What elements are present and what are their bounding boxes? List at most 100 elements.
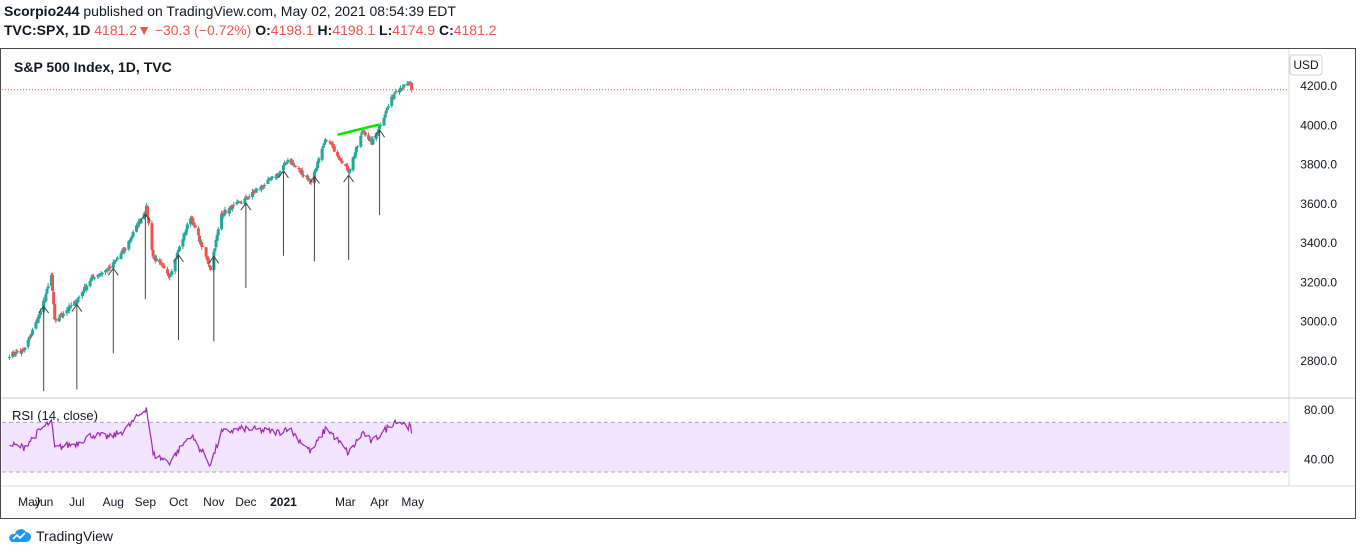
- candle: [38, 308, 42, 316]
- candle-body: [205, 256, 209, 260]
- candle-body: [114, 260, 117, 262]
- candle: [54, 316, 58, 324]
- high-value: 4198.1: [332, 22, 376, 38]
- footer: TradingView: [6, 528, 113, 544]
- arrow-head: [107, 267, 119, 276]
- candle: [146, 205, 150, 218]
- time-tick-label: May: [401, 495, 424, 509]
- candle-body: [329, 142, 333, 145]
- annotation-arrow: [343, 174, 355, 261]
- candle-body: [367, 135, 371, 140]
- candle-body: [222, 213, 226, 216]
- candle-body: [382, 117, 386, 126]
- candle-body: [199, 240, 203, 243]
- price-tick-label: 3000.0: [1300, 315, 1337, 329]
- candle-body: [20, 350, 24, 354]
- candle-body: [385, 108, 389, 110]
- candle: [154, 255, 158, 262]
- candle-body: [216, 229, 220, 236]
- time-tick-label: Dec: [235, 495, 256, 509]
- candle: [247, 193, 251, 199]
- candle-body: [23, 347, 27, 350]
- candle-body: [213, 248, 217, 252]
- candle-body: [285, 162, 289, 165]
- candle: [77, 295, 81, 301]
- candle-body: [116, 258, 120, 260]
- annotation-arrow: [107, 267, 119, 354]
- candle-body: [275, 174, 279, 179]
- price-change: −30.3 (−0.72%): [154, 22, 252, 38]
- candle-body: [7, 357, 11, 359]
- candle-body: [246, 198, 250, 200]
- candle: [90, 273, 94, 281]
- price-axis[interactable]: 4200.0 4000.0 3800.0 3600.0 3400.0 3200.0 3000…: [1290, 79, 1346, 368]
- author-name[interactable]: Scorpio244: [4, 3, 80, 19]
- candle: [45, 288, 49, 295]
- candle-body: [283, 162, 287, 166]
- candle-body: [108, 266, 112, 269]
- candle-body: [235, 202, 239, 205]
- trendline-layer[interactable]: [337, 123, 380, 136]
- candle-body: [193, 224, 197, 228]
- arrow-head: [139, 213, 151, 222]
- annotation-arrows-layer: [38, 129, 386, 392]
- candle-body: [316, 161, 320, 169]
- arrow-head: [240, 202, 252, 211]
- candle: [106, 268, 110, 274]
- candle-body: [254, 190, 258, 193]
- candle-body: [247, 196, 251, 198]
- annotation-arrow: [208, 255, 220, 342]
- candle-body: [354, 146, 358, 153]
- candle-body: [178, 246, 182, 251]
- rsi-axis[interactable]: 80.00 40.00: [1304, 403, 1334, 467]
- candle-body: [320, 148, 324, 160]
- candle-body: [277, 173, 281, 176]
- candle: [359, 134, 363, 149]
- candle: [69, 302, 73, 309]
- candle-body: [383, 114, 387, 119]
- candle: [65, 307, 69, 317]
- candle-body: [227, 208, 231, 214]
- candle-body: [137, 221, 141, 227]
- time-tick-label: Jun: [34, 495, 53, 509]
- candle-body: [400, 88, 404, 90]
- candle-body: [394, 91, 398, 93]
- currency-badge: [1289, 54, 1323, 76]
- annotation-arrow: [139, 213, 151, 300]
- candle: [108, 263, 112, 272]
- candle-body: [379, 124, 383, 126]
- ohlc-line: TVC:SPX, 1D 4181.2▼ −30.3 (−0.72%) O:419…: [4, 21, 497, 40]
- candle-body: [14, 352, 18, 354]
- candle-body: [88, 281, 92, 287]
- brand-name[interactable]: TradingView: [36, 528, 114, 544]
- candle: [134, 223, 138, 233]
- candle: [263, 183, 267, 189]
- candle-body: [346, 165, 350, 171]
- candle: [382, 117, 386, 127]
- candle-body: [77, 296, 81, 298]
- candle: [390, 94, 394, 108]
- candle-body: [112, 262, 116, 264]
- candle-body: [165, 269, 169, 274]
- candle-body: [181, 239, 185, 247]
- candle-body: [22, 349, 26, 351]
- candle-body: [328, 141, 332, 143]
- candle: [351, 156, 355, 173]
- candle-body: [332, 146, 336, 152]
- candle-body: [136, 226, 140, 228]
- candle-body: [182, 233, 186, 241]
- candle-body: [168, 276, 172, 278]
- candle: [112, 259, 116, 265]
- candle-body: [189, 218, 193, 225]
- candle-body: [293, 165, 297, 167]
- candle-body: [331, 144, 335, 147]
- candle-body: [90, 275, 94, 280]
- candle-body: [154, 258, 158, 262]
- candle: [286, 157, 290, 163]
- candle-body: [390, 96, 394, 106]
- chart-frame: [0, 48, 1356, 519]
- candle: [68, 306, 72, 309]
- candle: [27, 335, 31, 343]
